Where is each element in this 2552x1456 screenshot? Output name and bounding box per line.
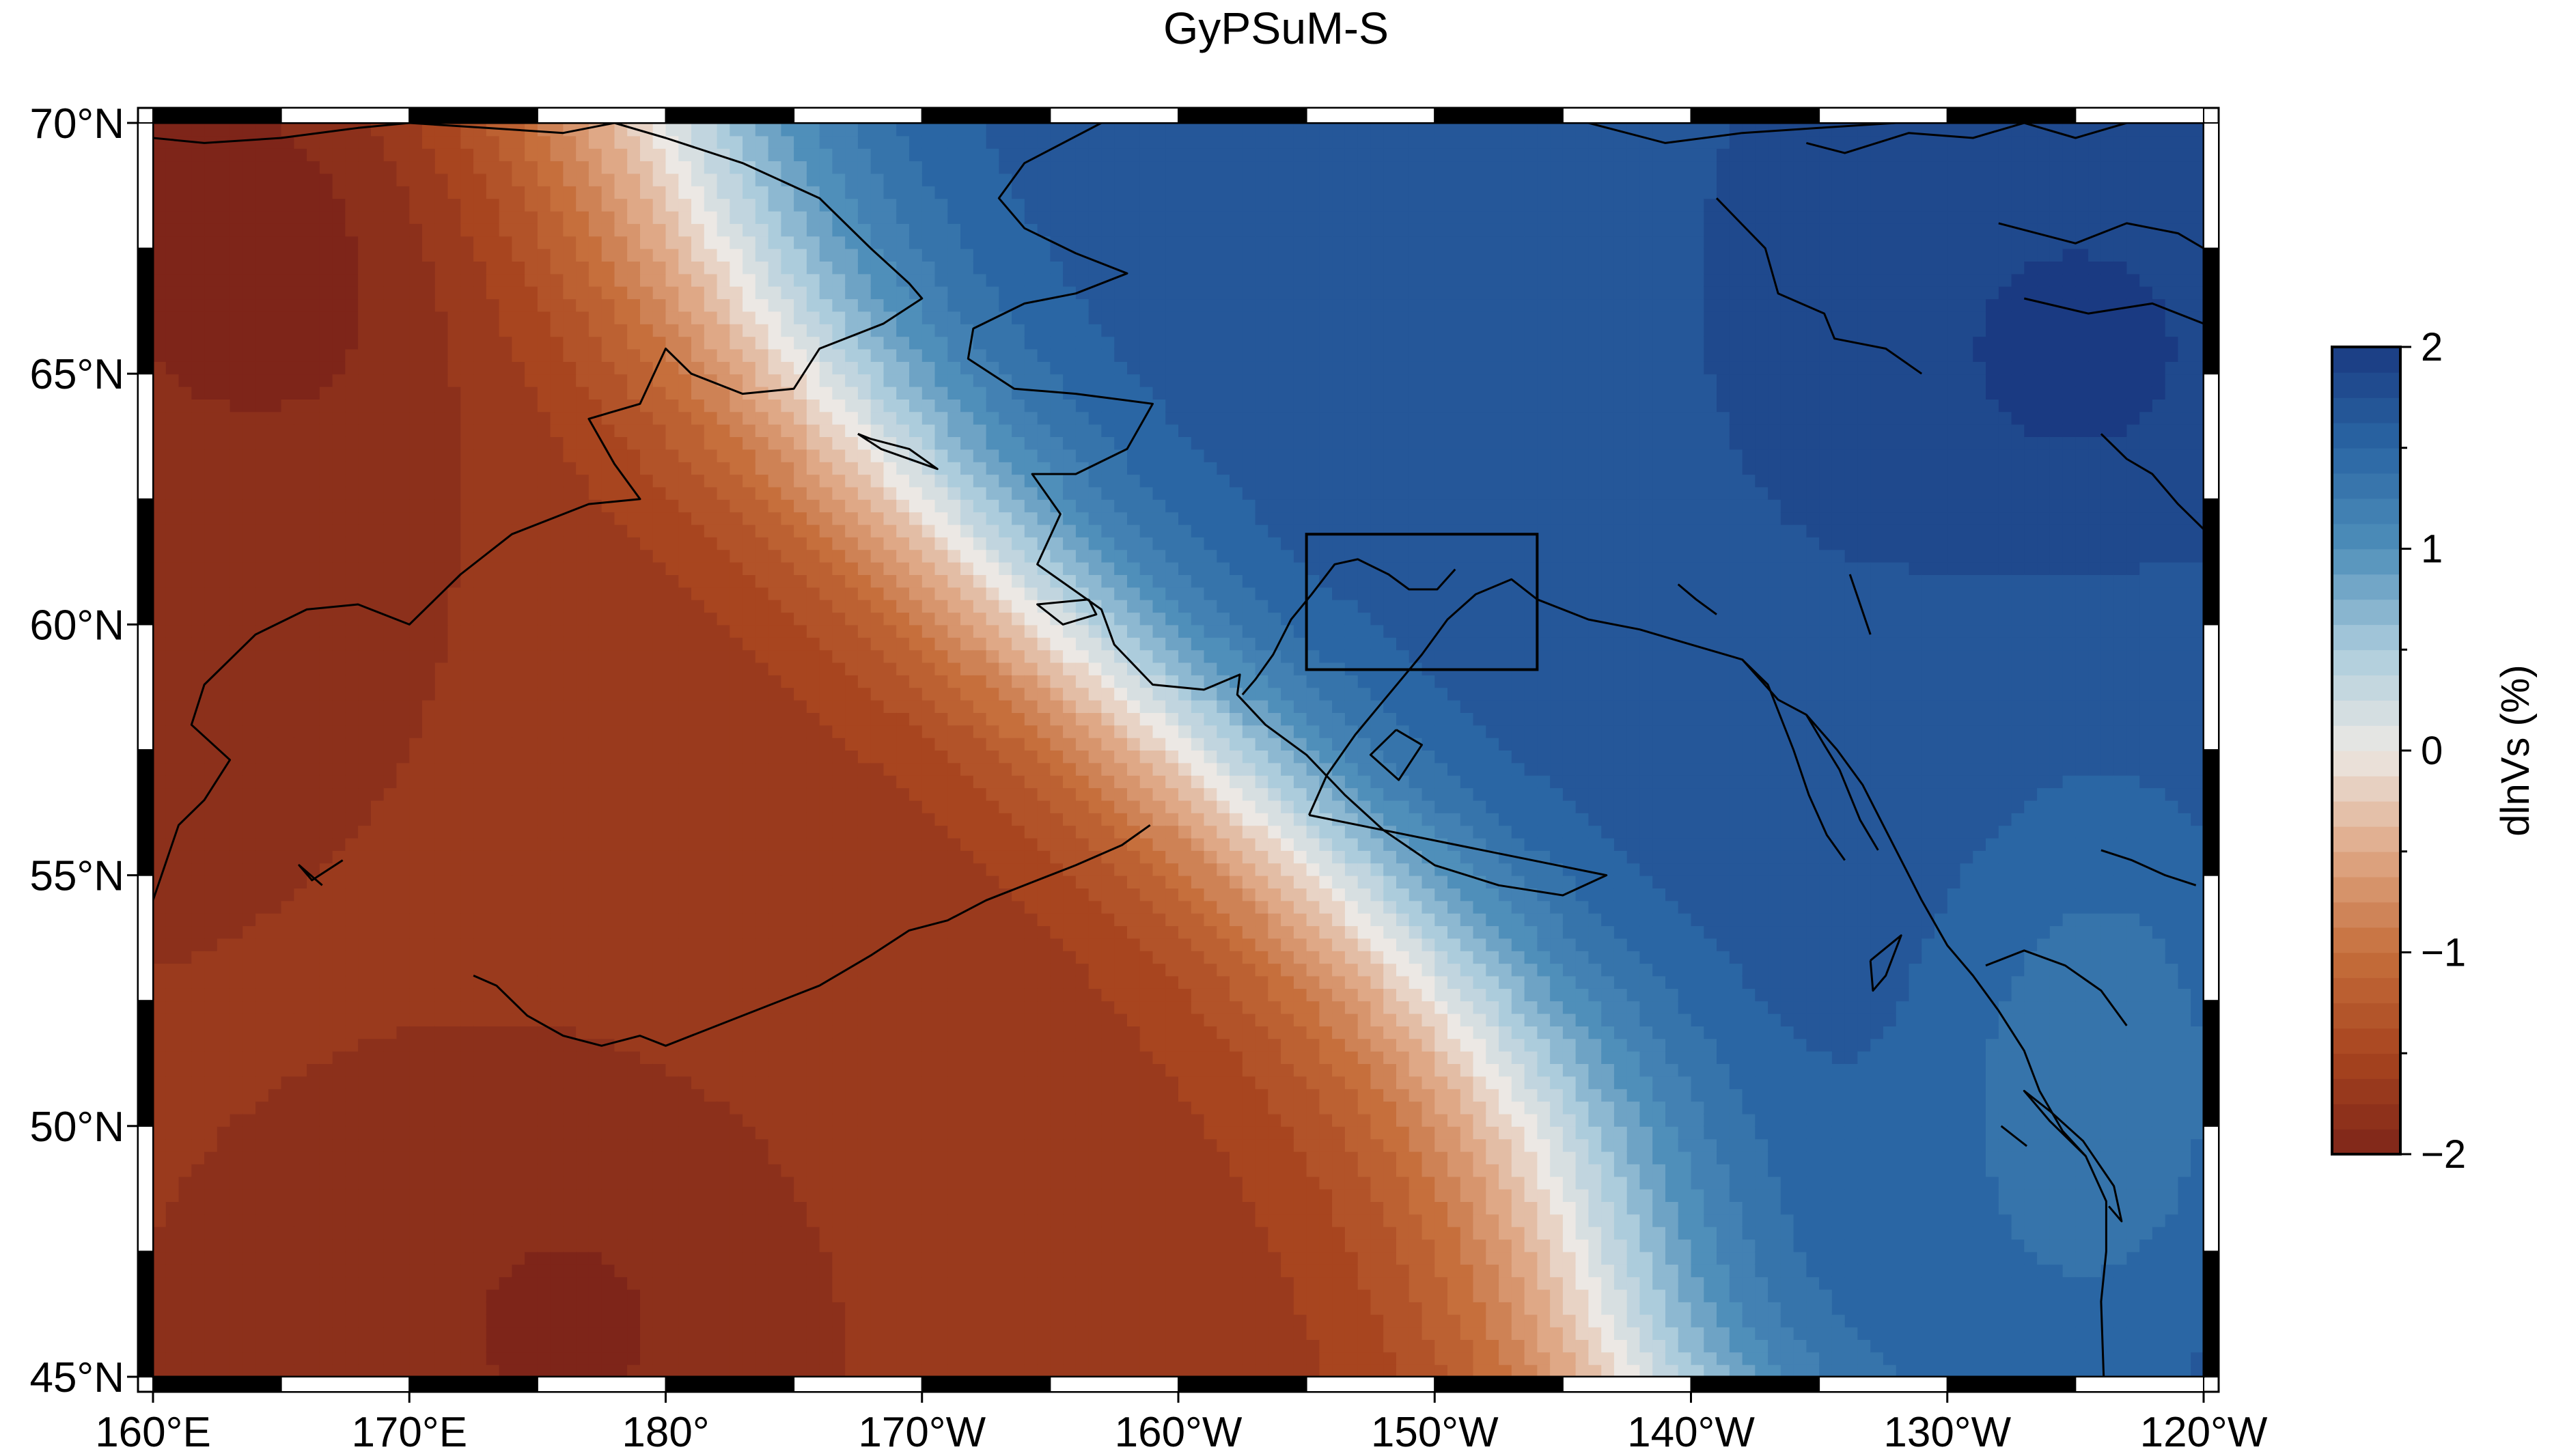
colorbar-swatch [2332,851,2400,878]
colorbar-swatch [2332,574,2400,600]
colorbar-swatch [2332,548,2400,575]
latitude-tick-label: 45°N [29,1354,124,1401]
colorbar-swatch [2332,1053,2400,1079]
colorbar-tick-label: 2 [2421,325,2443,369]
colorbar-swatch [2332,523,2400,550]
colorbar-swatch [2332,1028,2400,1054]
coastlines [153,123,2204,1377]
colorbar-tick-label: 0 [2421,729,2443,773]
map-area [153,123,2204,1377]
longitude-tick-label: 160°W [1115,1409,1243,1456]
longitude-tick-label: 120°W [2140,1409,2268,1456]
colorbar-swatch [2332,1003,2400,1029]
longitude-tick-label: 140°W [1627,1409,1755,1456]
colorbar-swatch [2332,952,2400,979]
colorbar-swatch [2332,1129,2400,1155]
colorbar-swatch [2332,498,2400,524]
longitude-tick-label: 150°W [1371,1409,1499,1456]
colorbar-swatch [2332,347,2400,373]
colorbar-label: dlnVs (%) [2493,664,2538,836]
colorbar-swatch [2332,649,2400,675]
colorbar-swatch [2332,422,2400,449]
latitude-tick-labels: 70°N 65°N 60°N 55°N 50°N 45°N [29,100,138,1401]
colorbar-swatch [2332,1078,2400,1104]
latitude-tick-label: 70°N [29,100,124,148]
longitude-tick-label: 180° [622,1409,709,1456]
colorbar-tick-label: −2 [2421,1132,2466,1177]
longitude-tick-label: 170°E [351,1409,467,1456]
colorbar-swatch [2332,372,2400,398]
velocity-anomaly-field [153,123,2204,1377]
colorbar-swatch [2332,977,2400,1004]
map-title: GyPSuM-S [1163,3,1389,53]
longitude-tick-label: 170°W [858,1409,986,1456]
colorbar-swatch [2332,725,2400,751]
colorbar-swatch [2332,700,2400,726]
colorbar-swatch [2332,599,2400,626]
colorbar-swatch [2332,876,2400,903]
colorbar-swatch [2332,1104,2400,1130]
colorbar-swatch [2332,775,2400,802]
colorbar-swatch [2332,624,2400,651]
study-region-box [1305,533,1539,671]
colorbar-swatch [2332,447,2400,474]
colorbar-swatch [2332,826,2400,852]
colorbar-swatch [2332,675,2400,701]
colorbar-swatch [2332,751,2400,776]
colorbar-swatch [2332,473,2400,499]
colorbar-swatch [2332,397,2400,423]
colorbar-swatch [2332,901,2400,928]
latitude-tick-label: 65°N [29,351,124,398]
latitude-tick-label: 55°N [29,853,124,900]
map-frame [137,107,2220,1393]
longitude-tick-labels: 160°E 170°E 180° 170°W 160°W 150°W 140°W 130°W 1… [95,1392,2268,1456]
latitude-tick-label: 50°N [29,1104,124,1151]
longitude-tick-label: 130°W [1883,1409,2011,1456]
longitude-tick-label: 160°E [95,1409,211,1456]
colorbar: 2 1 0 −1 −2 [2331,325,2466,1177]
colorbar-swatch [2332,927,2400,953]
colorbar-tick-label: −1 [2421,931,2466,975]
colorbar-swatch [2332,800,2400,827]
latitude-tick-label: 60°N [29,602,124,649]
colorbar-tick-label: 1 [2421,527,2443,572]
